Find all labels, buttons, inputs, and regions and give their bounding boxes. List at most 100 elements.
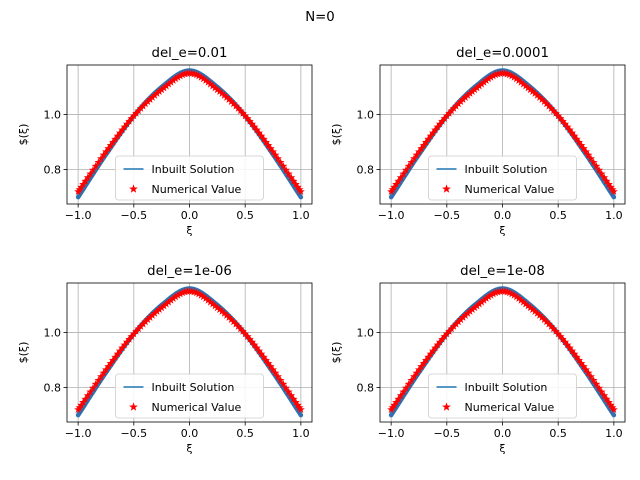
scatter-marker (282, 165, 291, 174)
scatter-marker (229, 99, 238, 108)
line-marker (87, 393, 93, 399)
x-tick-label: 1.0 (605, 427, 623, 440)
scatter-marker (505, 70, 514, 79)
line-marker (85, 179, 91, 185)
scatter-marker (435, 337, 444, 346)
scatter-marker (273, 372, 282, 380)
scatter-marker (530, 89, 539, 97)
subplot-1: −1.0 −0.5 0.0 0.5 1.0 0.8 1.0 del_e=0.01 ξ $(ξ) In… (17, 46, 313, 237)
line-marker (599, 175, 605, 181)
scatter-marker (271, 368, 280, 377)
scatter-marker (582, 147, 591, 156)
scatter-marker (604, 180, 613, 188)
scatter-marker (489, 289, 498, 298)
line-marker (395, 401, 401, 407)
x-axis-label: ξ (186, 224, 192, 237)
scatter-marker (449, 104, 458, 112)
scatter-marker (477, 297, 486, 306)
scatter-marker (463, 91, 472, 99)
scatter-marker (169, 294, 178, 302)
line-marker (283, 389, 289, 395)
scatter-marker (99, 150, 108, 159)
scatter-marker (113, 131, 122, 140)
scatter-marker (91, 161, 100, 170)
line-marker (403, 389, 409, 395)
scatter-marker (572, 134, 581, 143)
scatter-marker (136, 322, 145, 330)
legend: Inbuilt Solution Numerical Value (115, 373, 264, 419)
scatter-marker (424, 352, 433, 361)
scatter-marker (271, 150, 280, 159)
scatter-marker (296, 405, 305, 414)
scatter-marker (401, 165, 410, 174)
scatter-marker (238, 109, 247, 117)
scatter-marker (535, 311, 544, 319)
scatter-marker (97, 372, 106, 380)
scatter-marker (533, 309, 542, 317)
scatter-marker (215, 87, 224, 95)
scatter-marker (421, 138, 430, 146)
scatter-marker (291, 180, 300, 188)
scatter-marker (482, 294, 491, 302)
scatter-marker (164, 79, 173, 88)
scatter-marker (484, 74, 493, 83)
scatter-marker (452, 319, 461, 328)
scatter-marker (171, 74, 180, 83)
line-marker (298, 412, 304, 418)
scatter-marker (269, 365, 278, 374)
scatter-marker (424, 134, 433, 143)
scatter-marker (224, 313, 233, 321)
scatter-marker (449, 322, 458, 330)
scatter-marker (220, 91, 229, 99)
x-tick-label: 0.0 (494, 427, 512, 440)
scatter-marker (472, 83, 481, 92)
subplot-title: del_e=1e-08 (460, 264, 545, 279)
scatter-marker (514, 76, 523, 84)
scatter-marker (493, 69, 502, 78)
line-marker (87, 175, 93, 181)
scatter-marker (211, 301, 220, 310)
scatter-marker (146, 95, 155, 103)
scatter-marker (176, 289, 185, 298)
scatter-marker (577, 141, 586, 149)
scatter-marker (269, 147, 278, 156)
scatter-marker (139, 319, 148, 328)
scatter-marker (204, 78, 213, 86)
scatter-marker (452, 101, 461, 110)
scatter-marker (470, 303, 479, 312)
scatter-marker (238, 327, 247, 335)
scatter-marker (466, 89, 475, 97)
scatter-marker (250, 340, 259, 349)
scatter-marker (173, 73, 182, 81)
scatter-marker (201, 294, 210, 302)
scatter-marker (111, 134, 120, 143)
scatter-marker (81, 176, 90, 185)
scatter-marker (556, 332, 565, 340)
scatter-marker (592, 379, 601, 388)
scatter-marker (157, 85, 166, 94)
scatter-marker (245, 117, 254, 125)
scatter-marker (540, 315, 549, 324)
scatter-marker (517, 78, 526, 86)
scatter-marker (540, 97, 549, 106)
line-marker (297, 192, 302, 198)
scatter-marker (563, 122, 572, 131)
scatter-marker (547, 322, 556, 330)
scatter-marker (608, 403, 617, 412)
scatter-marker (122, 337, 131, 346)
scatter-marker (544, 319, 553, 328)
scatter-marker (199, 292, 208, 301)
scatter-marker (108, 138, 117, 146)
x-axis-label: ξ (186, 442, 192, 455)
scatter-marker (206, 297, 215, 306)
legend-label: Inbuilt Solution (465, 381, 548, 394)
scatter-marker (454, 99, 463, 108)
scatter-marker (410, 372, 419, 380)
scatter-marker (132, 109, 141, 117)
legend-star-swatch (442, 402, 451, 411)
scatter-marker (94, 376, 103, 384)
scatter-marker (143, 315, 152, 324)
scatter-marker (435, 119, 444, 128)
scatter-marker (609, 405, 618, 414)
scatter-marker (597, 169, 606, 178)
